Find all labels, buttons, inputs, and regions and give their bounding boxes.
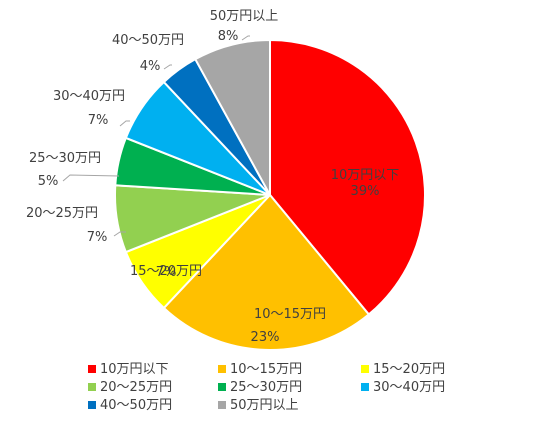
legend-label-7: 40〜50万円 — [100, 398, 172, 413]
legend-label-4: 20〜25万円 — [100, 380, 172, 395]
legend-label-3: 15〜20万円 — [373, 362, 445, 377]
legend-swatch-2 — [218, 365, 226, 373]
slice-value-label-7: 4% — [140, 59, 161, 74]
slice-category-label-5: 25〜30万円 — [29, 151, 101, 166]
legend-label-2: 10〜15万円 — [230, 362, 302, 377]
legend-swatch-3 — [361, 365, 369, 373]
slice-category-label-4: 20〜25万円 — [26, 206, 98, 221]
slice-value-label-5: 5% — [38, 174, 59, 189]
leader-line-4 — [113, 231, 126, 237]
pie-slice-8 — [193, 38, 271, 196]
slice-value-label-6: 7% — [88, 113, 109, 128]
legend-swatch-8 — [218, 401, 226, 409]
leader-line-7 — [163, 64, 172, 70]
leader-line-8 — [241, 35, 250, 41]
slice-value-label-1: 39% — [351, 184, 380, 199]
legend-label-5: 25〜30万円 — [230, 380, 302, 395]
legend-swatch-1 — [88, 365, 96, 373]
legend-label-1: 10万円以下 — [100, 362, 169, 377]
legend-swatch-6 — [361, 383, 369, 391]
legend-swatch-5 — [218, 383, 226, 391]
legend-label-6: 30〜40万円 — [373, 380, 445, 395]
slice-value-label-3: 7% — [156, 265, 177, 280]
pie-slice-1 — [269, 38, 426, 316]
pie-slice-2 — [162, 193, 371, 351]
legend-swatch-4 — [88, 383, 96, 391]
leader-line-5 — [62, 174, 120, 182]
slice-category-label-2: 10〜15万円 — [254, 307, 326, 322]
slice-value-label-2: 23% — [251, 330, 280, 345]
slice-category-label-8: 50万円以上 — [210, 9, 279, 24]
slice-category-label-6: 30〜40万円 — [53, 89, 125, 104]
slice-category-label-3: 15〜20万円 — [130, 264, 202, 279]
slice-value-label-4: 7% — [87, 230, 108, 245]
slice-category-label-1: 10万円以下 — [331, 168, 400, 183]
slice-value-label-8: 8% — [218, 29, 239, 44]
legend-swatch-7 — [88, 401, 96, 409]
leader-line-6 — [119, 120, 130, 127]
legend-label-8: 50万円以上 — [230, 398, 299, 413]
slice-category-label-7: 40〜50万円 — [112, 33, 184, 48]
